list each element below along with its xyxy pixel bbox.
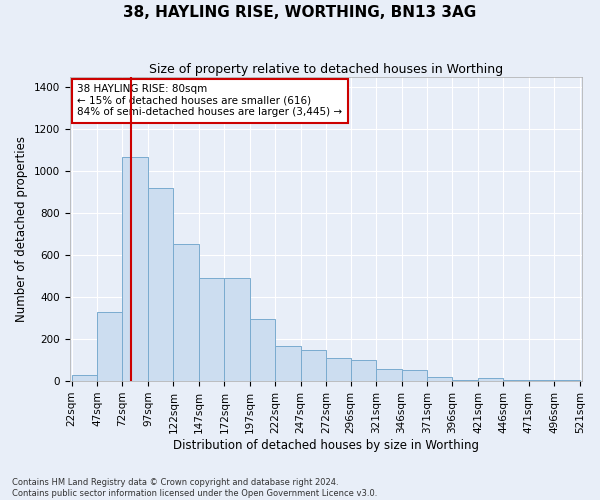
Bar — [478, 378, 503, 380]
Bar — [97, 312, 122, 380]
Bar — [350, 360, 376, 380]
Text: 38 HAYLING RISE: 80sqm
← 15% of detached houses are smaller (616)
84% of semi-de: 38 HAYLING RISE: 80sqm ← 15% of detached… — [77, 84, 343, 117]
Bar — [301, 350, 326, 380]
Y-axis label: Number of detached properties: Number of detached properties — [15, 136, 28, 322]
X-axis label: Distribution of detached houses by size in Worthing: Distribution of detached houses by size … — [173, 440, 479, 452]
Bar — [224, 278, 250, 380]
Bar — [427, 376, 452, 380]
Bar — [148, 188, 173, 380]
Text: Contains HM Land Registry data © Crown copyright and database right 2024.
Contai: Contains HM Land Registry data © Crown c… — [12, 478, 377, 498]
Bar — [376, 369, 401, 380]
Bar — [250, 319, 275, 380]
Bar — [326, 358, 350, 380]
Bar — [122, 158, 148, 380]
Bar — [275, 346, 301, 380]
Title: Size of property relative to detached houses in Worthing: Size of property relative to detached ho… — [149, 62, 503, 76]
Bar — [401, 370, 427, 380]
Bar — [71, 376, 97, 380]
Bar — [199, 278, 224, 380]
Text: 38, HAYLING RISE, WORTHING, BN13 3AG: 38, HAYLING RISE, WORTHING, BN13 3AG — [124, 5, 476, 20]
Bar — [173, 244, 199, 380]
